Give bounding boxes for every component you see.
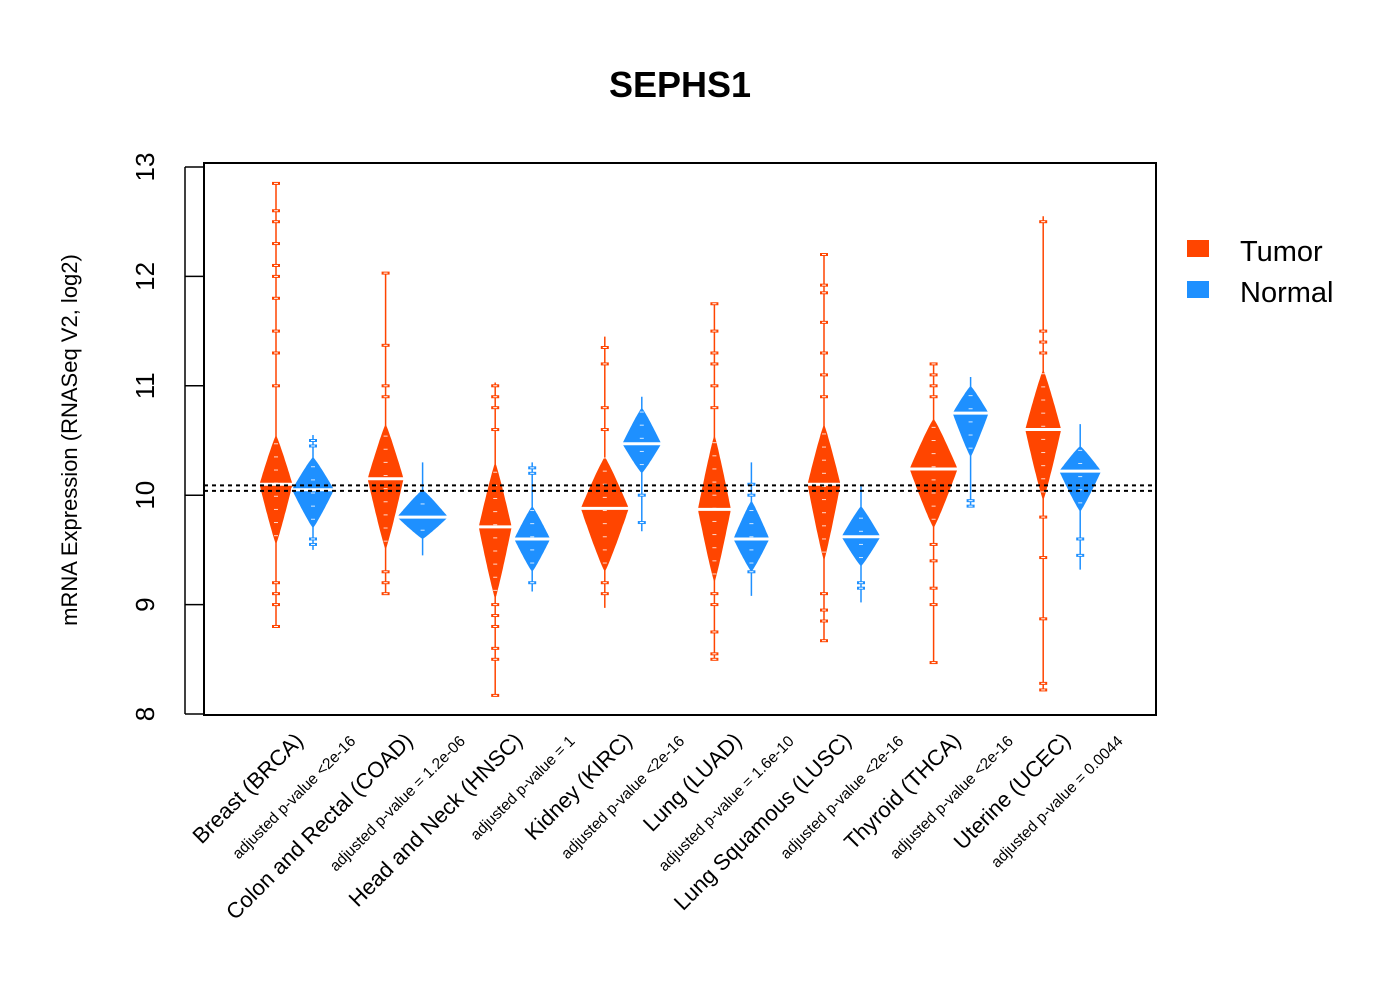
violin-body — [259, 435, 293, 545]
violin-tumor-0 — [258, 181, 294, 628]
violin-body — [622, 407, 662, 474]
violin-normal-0 — [291, 435, 335, 550]
violin-body — [1025, 369, 1061, 501]
y-axis: 8 9 10 11 12 13 — [130, 153, 204, 721]
violin-normal-4 — [732, 462, 771, 596]
legend-label-normal: Normal — [1240, 277, 1333, 309]
violin-tumor-2 — [477, 382, 513, 697]
violin-tumor-7 — [1024, 216, 1063, 692]
violin-tumor-4 — [696, 302, 732, 661]
violin-normal-5 — [840, 486, 882, 603]
y-tick-label: 11 — [130, 372, 160, 399]
category-label: Colon and Rectal (COAD) — [221, 728, 418, 925]
legend-swatch-normal — [1187, 281, 1209, 298]
category-label: Breast (BRCA) — [187, 728, 308, 849]
violin-body — [397, 489, 448, 539]
category-label: Lung (LUAD) — [638, 728, 746, 836]
plot-area — [258, 181, 1103, 697]
violin-normal-7 — [1058, 424, 1103, 570]
violin-body — [1059, 446, 1101, 512]
violin-tumor-6 — [908, 362, 959, 665]
plot-frame — [203, 162, 1157, 716]
y-tick-label: 10 — [130, 481, 160, 510]
y-axis-label: mRNA Expression (RNASeq V2, log2) — [57, 254, 82, 626]
y-tick-label: 8 — [130, 707, 160, 721]
violin-body — [368, 424, 404, 550]
legend-label-tumor: Tumor — [1240, 236, 1323, 268]
violin-tumor-1 — [366, 271, 405, 596]
legend: Tumor Normal — [1187, 236, 1333, 309]
violin-body — [580, 456, 629, 572]
violin-normal-1 — [396, 462, 450, 556]
violin-normal-6 — [951, 377, 990, 508]
violin-tumor-5 — [806, 253, 842, 643]
violin-body — [807, 424, 841, 561]
y-tick-label: 13 — [130, 153, 160, 182]
violin-body — [953, 385, 989, 457]
violin-normal-2 — [513, 462, 552, 592]
violin-body — [478, 462, 512, 600]
violin-tumor-3 — [579, 336, 630, 608]
legend-swatch-tumor — [1187, 240, 1209, 257]
y-tick-label: 12 — [130, 262, 160, 291]
violin-body — [910, 418, 958, 528]
reference-lines — [204, 484, 1156, 492]
x-axis-labels: Breast (BRCA)adjusted p-value <2e-16Colo… — [187, 728, 1126, 925]
chart-title: SEPHS1 — [609, 64, 751, 105]
violin-body — [733, 500, 769, 572]
violin-normal-3 — [621, 396, 663, 532]
y-tick-label: 9 — [130, 597, 160, 611]
category-label: Kidney (KIRC) — [520, 728, 637, 845]
violin-body — [292, 456, 334, 528]
